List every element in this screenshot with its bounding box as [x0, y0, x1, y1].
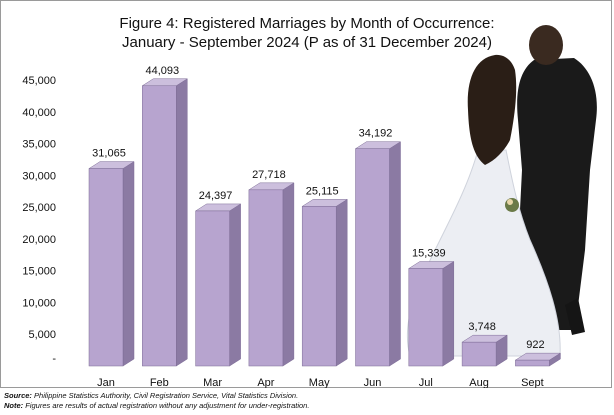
data-label: 24,397 [199, 190, 233, 202]
data-label: 31,065 [92, 148, 126, 160]
bar-jun: 34,192 [354, 128, 402, 367]
bar-side-face [335, 198, 348, 367]
bar-front-face [461, 341, 497, 367]
bar-sept: 922 [514, 339, 562, 367]
y-tick-label: 45,000 [22, 75, 56, 87]
chart-title-line-1: Figure 4: Registered Marriages by Month … [119, 15, 495, 32]
data-label: 44,093 [145, 65, 179, 77]
bars-group: 31,065 44,093 24,397 27,718 25,115 34,192 15,3… [88, 65, 562, 367]
data-label: 922 [526, 339, 544, 351]
bar-jul: 15,339 [407, 248, 455, 367]
y-tick-label: 20,000 [22, 234, 56, 246]
source-text: Philippine Statistics Authority, Civil R… [34, 391, 299, 400]
bar-side-face [282, 182, 295, 367]
bar-front-face [408, 268, 444, 367]
bar-side-face [176, 78, 188, 367]
note-line: Note: Figures are results of actual regi… [4, 401, 309, 411]
data-label: 15,339 [412, 248, 446, 260]
x-tick-label: Jul [419, 377, 433, 388]
bouquet-flower [507, 199, 513, 205]
y-tick-label: 10,000 [22, 297, 56, 309]
x-tick-label: Mar [203, 377, 222, 388]
bar-front-face [515, 359, 550, 367]
bar-side-face [122, 161, 135, 367]
y-tick-label: 5,000 [28, 329, 56, 341]
chart-title: Figure 4: Registered Marriages by Month … [0, 14, 614, 52]
bar-front-face [88, 168, 124, 367]
x-tick-label: Sept [521, 377, 544, 388]
data-label: 27,718 [252, 169, 286, 181]
bride-hair [467, 54, 517, 165]
bar-may: 25,115 [301, 185, 349, 367]
bar-feb: 44,093 [141, 65, 189, 367]
data-label: 3,748 [468, 321, 496, 333]
bar-apr: 27,718 [248, 169, 295, 367]
footnotes: Source: Philippine Statistics Authority,… [4, 391, 309, 411]
bar-front-face [142, 85, 177, 367]
x-tick-label: Jan [97, 377, 115, 388]
y-tick-label: 25,000 [22, 202, 56, 214]
bar-front-face [195, 210, 230, 367]
bar-chart: - 5,000 10,000 15,000 20,000 25,000 30,000 35,0… [22, 25, 597, 388]
note-text: Figures are results of actual registrati… [25, 401, 310, 410]
x-tick-label: Jun [364, 377, 382, 388]
bar-jan: 31,065 [88, 148, 135, 367]
bar-side-face [389, 141, 401, 367]
bar-side-face [229, 203, 241, 367]
note-label: Note: [4, 401, 24, 410]
y-tick-label: 35,000 [22, 139, 56, 151]
bar-aug: 3,748 [461, 321, 508, 367]
y-tick-label: 15,000 [22, 266, 56, 278]
y-tick-label: 30,000 [22, 170, 56, 182]
bar-front-face [301, 206, 337, 367]
groom-head [529, 25, 563, 65]
y-tick-label: - [52, 353, 56, 365]
x-tick-label: Apr [257, 377, 274, 388]
source-label: Source: [4, 391, 32, 400]
data-label: 25,115 [306, 185, 339, 197]
chart-title-line-2: January - September 2024 (P as of 31 Dec… [122, 34, 492, 51]
x-tick-label: Aug [469, 377, 489, 388]
x-tick-label: Feb [150, 377, 169, 388]
bar-front-face [248, 189, 284, 367]
y-tick-label: 40,000 [22, 107, 56, 119]
x-axis: Jan Feb Mar Apr May Jun Jul Aug Sept [97, 377, 544, 388]
y-axis: - 5,000 10,000 15,000 20,000 25,000 30,000 35,0… [22, 75, 56, 365]
bar-mar: 24,397 [194, 190, 242, 367]
x-tick-label: May [309, 377, 330, 388]
bar-front-face [355, 148, 390, 367]
source-line: Source: Philippine Statistics Authority,… [4, 391, 309, 401]
data-label: 34,192 [359, 128, 393, 140]
bar-side-face [442, 261, 455, 367]
